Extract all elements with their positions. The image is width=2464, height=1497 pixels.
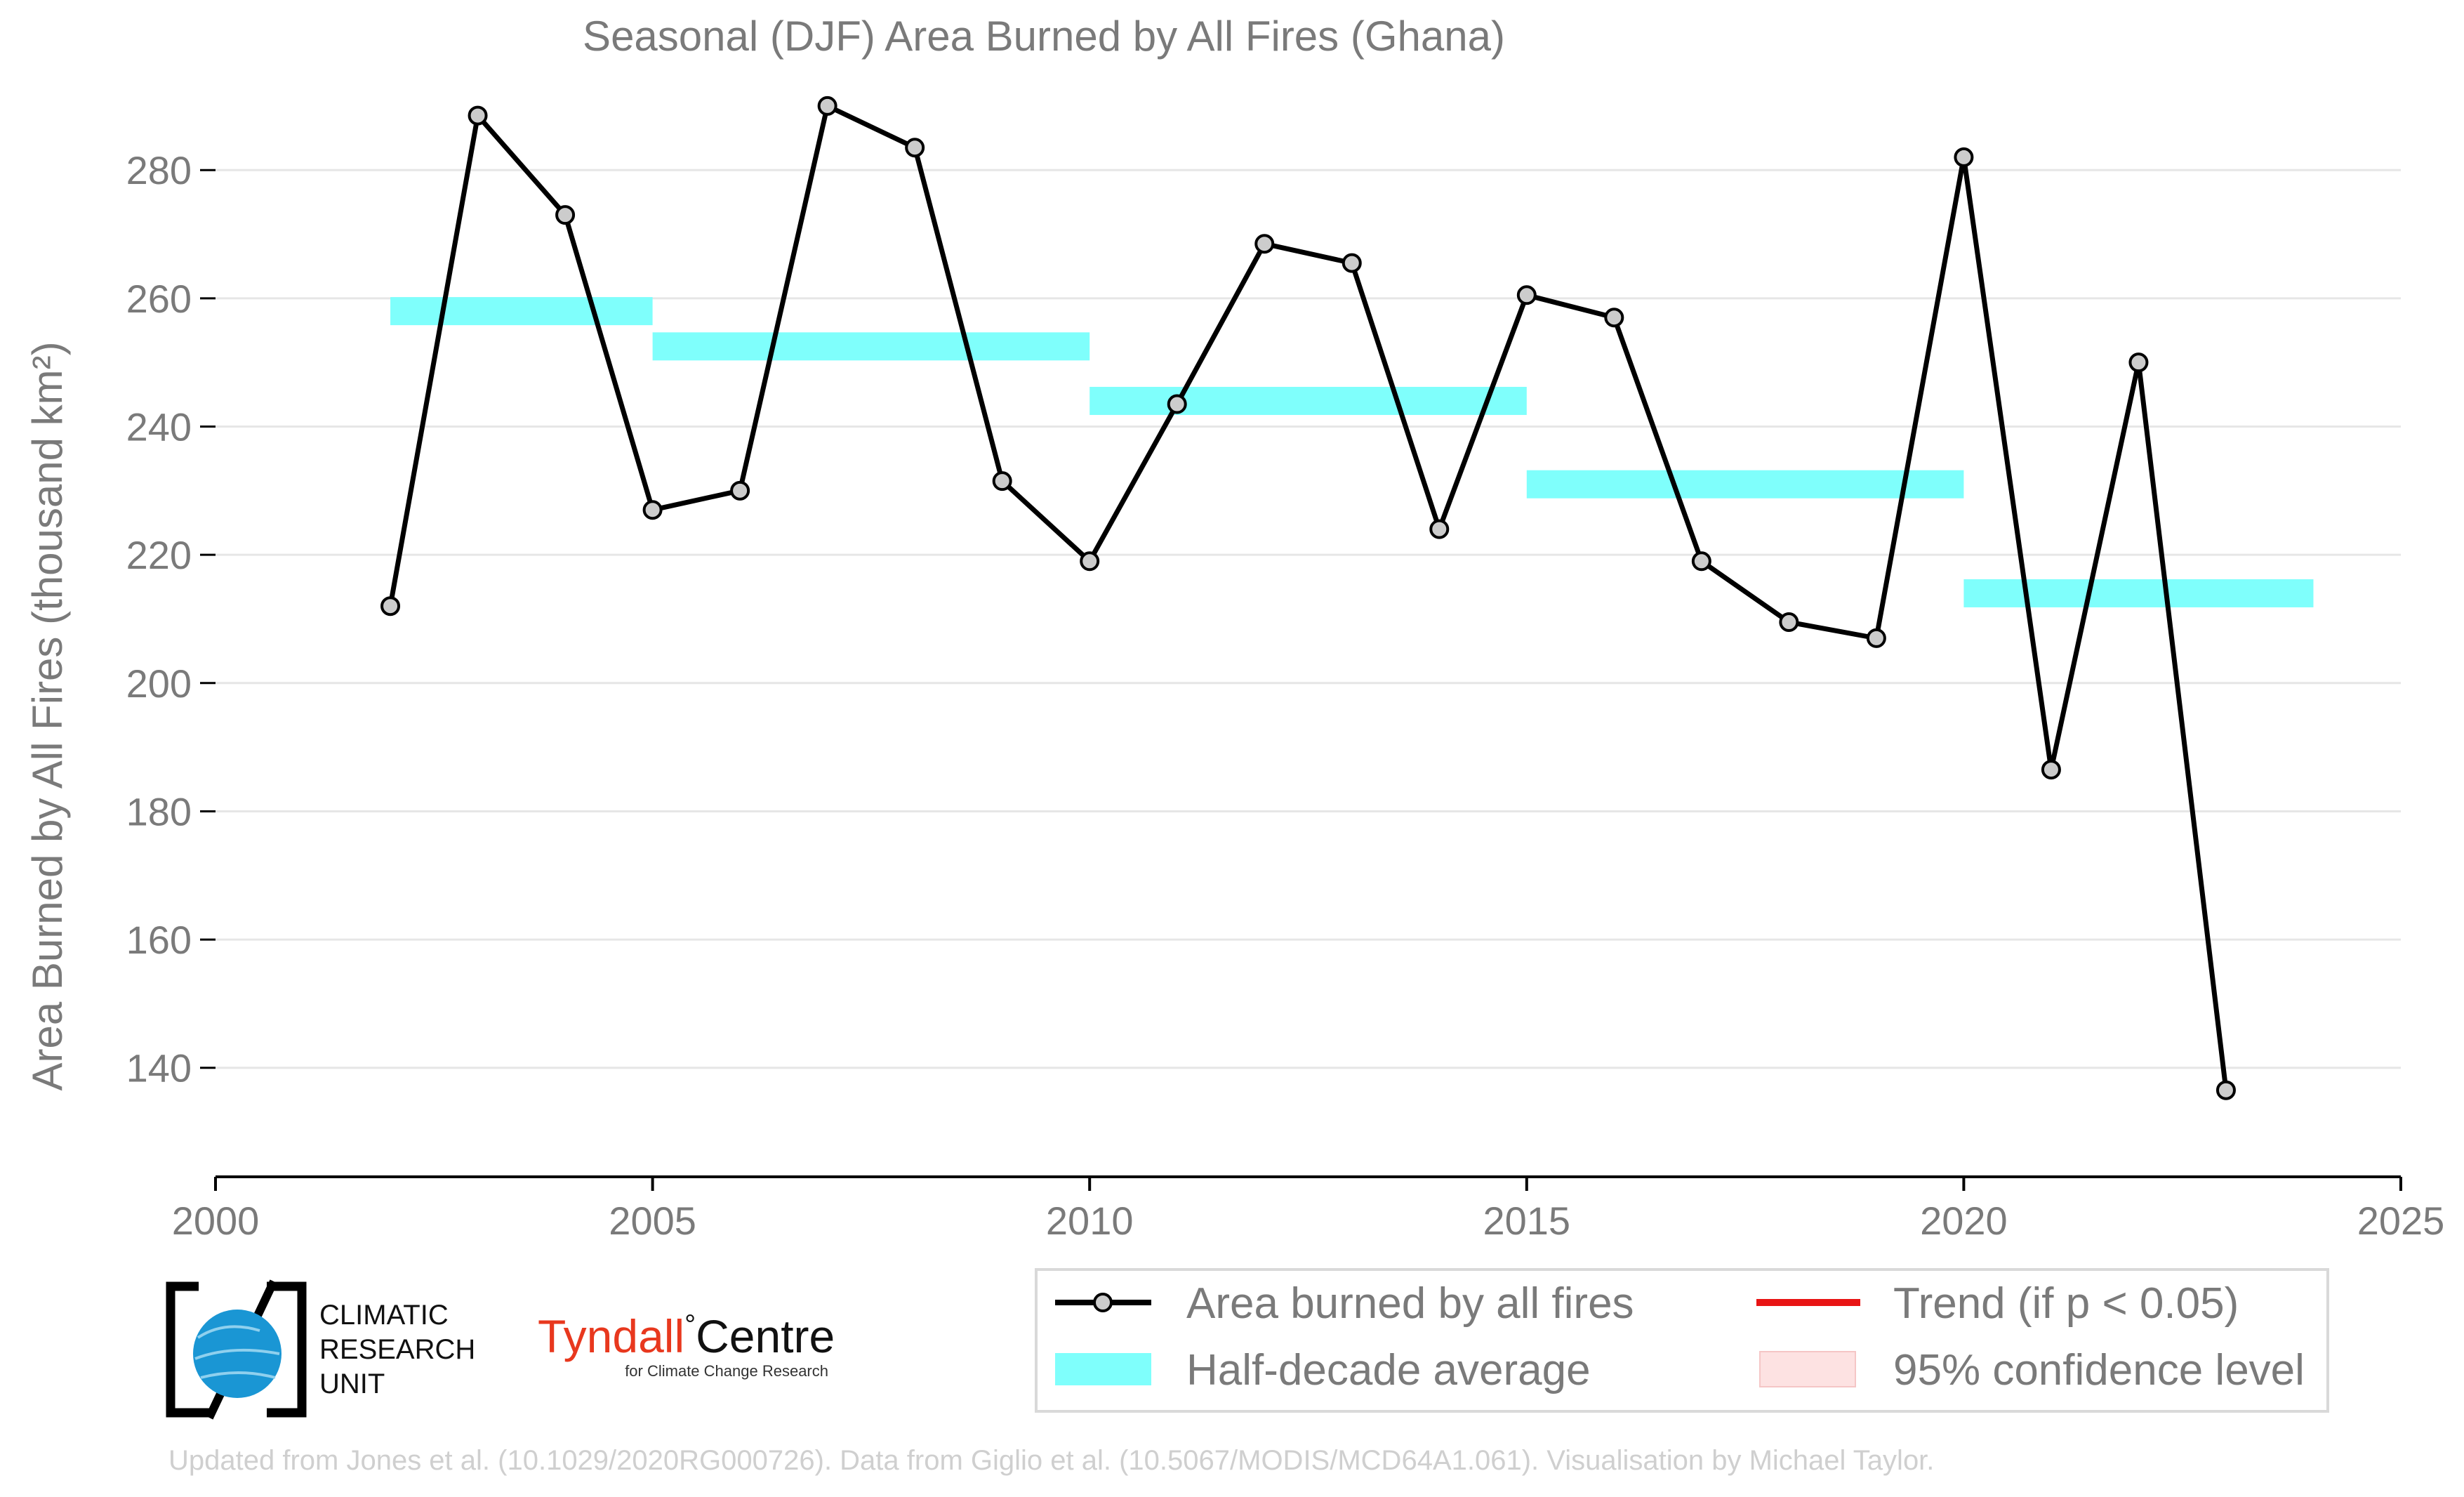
legend-label-confidence: 95% confidence level bbox=[1893, 1346, 2305, 1394]
cru-text-line: RESEARCH bbox=[319, 1334, 475, 1365]
y-tick-label: 260 bbox=[126, 277, 192, 321]
data-point bbox=[817, 95, 837, 116]
y-tick-label: 160 bbox=[126, 918, 192, 962]
half-decade-bar bbox=[1963, 579, 2314, 607]
legend: Area burned by all fires Trend (if p < 0… bbox=[1035, 1268, 2329, 1413]
cru-text-line: CLIMATIC bbox=[319, 1300, 449, 1331]
data-point bbox=[1254, 234, 1275, 254]
data-point bbox=[642, 500, 663, 520]
x-tick-label: 2015 bbox=[1483, 1199, 1571, 1243]
data-point bbox=[905, 138, 925, 158]
data-point bbox=[2041, 760, 2061, 780]
data-point bbox=[1080, 551, 1100, 572]
half-decade-bar bbox=[390, 297, 653, 326]
x-tick-label: 2020 bbox=[1920, 1199, 2008, 1243]
y-tick-label: 220 bbox=[126, 533, 192, 577]
data-series bbox=[380, 95, 2236, 1100]
data-point bbox=[555, 205, 576, 225]
data-point bbox=[1604, 308, 1624, 328]
x-axis: 2000 2005 2010 2015 2020 2025 bbox=[172, 1175, 2445, 1243]
series-line bbox=[388, 103, 2229, 1091]
tyndall-wordmark: Tyndall°Centre bbox=[538, 1310, 835, 1362]
data-point bbox=[2128, 352, 2149, 373]
cru-bracket bbox=[267, 1281, 307, 1418]
half-decade-bar bbox=[652, 332, 1090, 361]
legend-label-average: Half-decade average bbox=[1186, 1346, 1591, 1394]
data-point bbox=[730, 480, 750, 501]
legend-average-swatch bbox=[1055, 1353, 1151, 1385]
x-tick-label: 2005 bbox=[609, 1199, 696, 1243]
data-point bbox=[1691, 551, 1711, 572]
tyndall-logo: Tyndall°Centre for Climate Change Resear… bbox=[538, 1310, 835, 1380]
legend-frame bbox=[1035, 1268, 2329, 1413]
y-tick-label: 200 bbox=[126, 661, 192, 706]
data-point bbox=[1866, 628, 1886, 648]
data-point bbox=[992, 471, 1012, 492]
cru-bracket bbox=[166, 1281, 211, 1418]
data-point bbox=[2215, 1080, 2236, 1100]
x-tick-label: 2000 bbox=[172, 1199, 260, 1243]
globe-icon bbox=[194, 1325, 280, 1379]
chart-title: Seasonal (DJF) Area Burned by All Fires … bbox=[583, 13, 1505, 60]
legend-label-trend: Trend (if p < 0.05) bbox=[1893, 1279, 2239, 1328]
data-point bbox=[1516, 285, 1537, 305]
half-decade-bar bbox=[1089, 386, 1527, 415]
data-point bbox=[380, 596, 401, 616]
data-point bbox=[1429, 519, 1450, 539]
legend-marker-swatch bbox=[1093, 1293, 1113, 1312]
cru-logo: CLIMATIC RESEARCH UNIT bbox=[166, 1279, 475, 1420]
y-axis-ticks: 140 160 180 200 220 240 260 280 bbox=[126, 148, 216, 1090]
data-point bbox=[1167, 394, 1187, 414]
y-tick-label: 140 bbox=[126, 1046, 192, 1090]
data-point bbox=[1342, 253, 1362, 273]
cru-text-line: UNIT bbox=[319, 1369, 385, 1399]
data-point bbox=[468, 105, 488, 126]
x-tick-label: 2010 bbox=[1046, 1199, 1134, 1243]
data-point bbox=[1954, 147, 1974, 167]
data-point bbox=[1779, 612, 1799, 633]
y-tick-label: 240 bbox=[126, 404, 192, 449]
half-decade-averages bbox=[390, 297, 2314, 607]
y-tick-label: 280 bbox=[126, 148, 192, 192]
x-tick-label: 2025 bbox=[2357, 1199, 2445, 1243]
footer-credits: Updated from Jones et al. (10.1029/2020R… bbox=[168, 1445, 1934, 1476]
half-decade-bar bbox=[1526, 470, 1964, 499]
y-tick-label: 180 bbox=[126, 789, 192, 833]
legend-confidence-swatch bbox=[1759, 1351, 1856, 1387]
y-axis-label: Area Burned by All Fires (thousand km²) bbox=[24, 341, 71, 1090]
legend-label-area: Area burned by all fires bbox=[1186, 1279, 1634, 1328]
tyndall-subtitle: for Climate Change Research bbox=[625, 1362, 828, 1380]
